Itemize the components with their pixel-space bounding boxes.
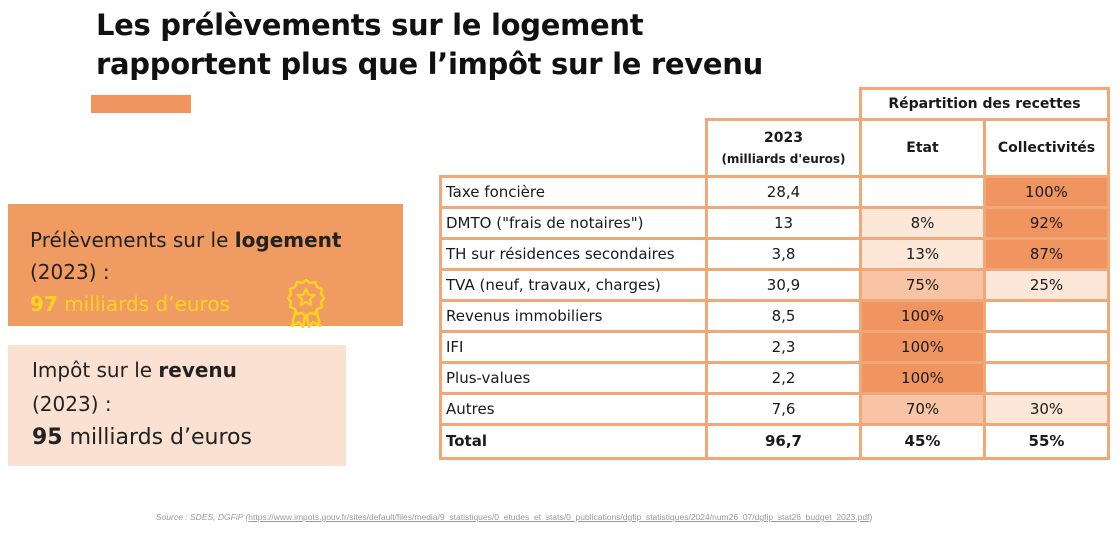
revenu-heading: Impôt sur le revenu [32, 358, 237, 382]
logement-heading: Prélèvements sur le logement [30, 228, 342, 252]
table-group-header-row: Répartition des recettes [441, 87, 1110, 121]
revenu-amount: 95 milliards d’euros [32, 425, 252, 450]
table-row: Taxe foncière 28,4 100% [439, 174, 1110, 209]
medal-icon [286, 278, 326, 328]
table-row: TVA (neuf, travaux, charges) 30,9 75% 25… [439, 267, 1110, 302]
table-total-row: Total 96,7 45% 55% [439, 422, 1110, 460]
logement-keyword: logement [234, 228, 342, 252]
revenu-keyword: revenu [158, 358, 237, 382]
header-year: 2023 (milliards d'euros) [705, 118, 862, 178]
table-row: DMTO ("frais de notaires") 13 8% 92% [439, 205, 1110, 240]
page-title: Les prélèvements sur le logement rapport… [96, 6, 763, 84]
source-note: Source : SDES, DGFiP (https://www.impots… [156, 512, 873, 522]
table-row: Autres 7,6 70% 30% [439, 391, 1110, 426]
revenu-box: Impôt sur le revenu (2023) : 95 milliard… [8, 345, 346, 466]
accent-bar [91, 95, 191, 113]
header-collectivites: Collectivités [983, 118, 1110, 178]
table-row: Plus-values 2,2 100% [439, 360, 1110, 395]
header-etat: Etat [859, 118, 986, 178]
table-header-row: 2023 (milliards d'euros) Etat Collectivi… [441, 118, 1110, 178]
recettes-table: Répartition des recettes 2023 (milliards… [439, 87, 1110, 460]
table-row: IFI 2,3 100% [439, 329, 1110, 364]
source-link[interactable]: https://www.impots.gouv.fr/sites/default… [248, 512, 870, 522]
table-row: Revenus immobiliers 8,5 100% [439, 298, 1110, 333]
title-line-2: rapportent plus que l’impôt sur le reven… [96, 47, 763, 81]
table-row: TH sur résidences secondaires 3,8 13% 87… [439, 236, 1110, 271]
logement-year: (2023) : [30, 260, 110, 284]
revenu-year: (2023) : [32, 392, 112, 416]
logement-amount: 97 milliards d’euros [30, 292, 230, 316]
group-header: Répartition des recettes [859, 87, 1110, 121]
logement-box: Prélèvements sur le logement (2023) : 97… [8, 204, 403, 328]
title-line-1: Les prélèvements sur le logement [96, 8, 644, 42]
